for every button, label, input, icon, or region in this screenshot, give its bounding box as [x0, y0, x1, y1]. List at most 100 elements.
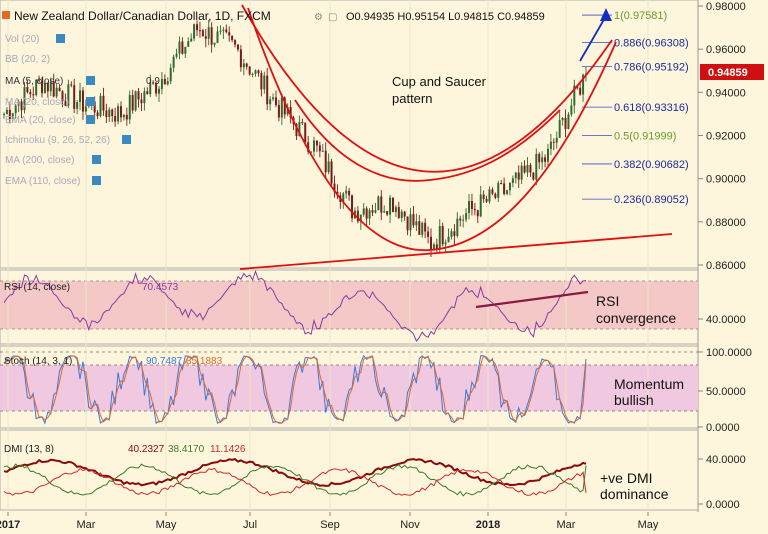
legend-ema110[interactable]: EMA (110, close) — [5, 176, 80, 187]
candle-body — [222, 29, 225, 31]
dmi-panel[interactable] — [0, 429, 699, 511]
candle-body — [137, 91, 140, 100]
fib-label: 1(0.97581) — [614, 10, 667, 22]
candle-body — [46, 82, 49, 92]
collapse-icon[interactable] — [2, 11, 10, 19]
settings-gear-icon[interactable]: ⚙ — [314, 12, 323, 23]
candle-body — [198, 30, 201, 32]
candle-body — [400, 211, 403, 218]
indicator-tick-label: 40.0000 — [706, 314, 746, 326]
candle-body — [541, 157, 544, 163]
candle-body — [41, 80, 44, 94]
candle-body — [210, 27, 213, 45]
candle-body — [216, 31, 219, 43]
candle-body — [368, 210, 371, 219]
candle-body — [93, 101, 96, 113]
indicator-tick-label: 100.0000 — [706, 347, 752, 359]
candle-body — [441, 226, 444, 245]
price-tick-label: 0.94000 — [706, 87, 746, 99]
candle-body — [403, 211, 406, 217]
candle-body — [421, 222, 424, 235]
candle-body — [488, 189, 491, 202]
candle-body — [146, 91, 149, 95]
eye-icon[interactable] — [92, 155, 101, 164]
candle-body — [377, 196, 380, 211]
candle-body — [529, 164, 532, 173]
eye-icon[interactable] — [86, 76, 95, 85]
candle-body — [532, 172, 535, 180]
legend-dmi-adx: 40.2327 — [128, 444, 165, 455]
candle-body — [412, 214, 415, 226]
candle-body — [239, 49, 242, 68]
price-panel[interactable] — [0, 0, 699, 269]
candle-body — [511, 178, 514, 183]
eye-icon[interactable] — [86, 115, 95, 124]
candle-body — [330, 161, 333, 184]
price-scale[interactable] — [698, 0, 768, 534]
candle-body — [55, 87, 58, 97]
stoch-lines — [3, 354, 587, 425]
stoch-band — [0, 365, 698, 411]
candle-body — [318, 145, 321, 152]
legend-rsi[interactable]: RSI (14, close) — [4, 282, 70, 293]
legend-ma20[interactable]: MA (20, close) — [5, 97, 69, 108]
candle-body — [193, 24, 196, 39]
candle-body — [552, 141, 555, 143]
eye-icon[interactable] — [86, 97, 95, 106]
candle-body — [371, 210, 374, 213]
legend-dmi[interactable]: DMI (13, 8) — [4, 444, 54, 455]
candle-body — [190, 38, 193, 42]
legend-ema20[interactable]: EMA (20, close) — [5, 115, 76, 126]
candle-body — [280, 97, 283, 118]
legend-ichimoku[interactable]: Ichimoku (9, 26, 52, 26) — [5, 135, 110, 146]
dmi-lines — [3, 458, 587, 497]
candle-body — [14, 105, 17, 114]
candle-body — [450, 231, 453, 237]
candle-body — [424, 222, 427, 232]
symbol-title[interactable]: New Zealand Dollar/Canadian Dollar, 1D, … — [14, 9, 271, 23]
candle-body — [175, 53, 178, 57]
legend-ma200[interactable]: MA (200, close) — [5, 155, 74, 166]
candle-body — [79, 90, 82, 103]
candle-body — [380, 196, 383, 213]
candle-body — [508, 182, 511, 191]
eye-icon[interactable] — [92, 176, 101, 185]
candle-body — [242, 63, 245, 68]
rsi-convergence-line — [475, 290, 589, 309]
eye-icon[interactable] — [122, 135, 131, 144]
time-scale[interactable] — [0, 512, 698, 534]
candle-body — [444, 242, 447, 245]
candle-body — [143, 91, 146, 104]
candle-body — [567, 114, 570, 129]
legend-dmi-minus: 11.1426 — [210, 444, 246, 455]
candle-body — [409, 214, 412, 231]
candle-body — [394, 207, 397, 213]
candle-body — [108, 109, 111, 117]
legend-bb[interactable]: BB (20, 2) — [5, 54, 50, 65]
candle-body — [315, 140, 318, 146]
legend-stoch[interactable]: Stoch (14, 3, 1) — [4, 356, 72, 367]
candle-body — [494, 193, 497, 198]
legend-stoch-d: 85.1883 — [186, 356, 223, 367]
candle-body — [277, 105, 280, 118]
dmi-minus-series — [3, 467, 587, 496]
candle-body — [155, 82, 158, 94]
candle-body — [523, 165, 526, 173]
indicator-tick-label: 50.0000 — [706, 386, 746, 398]
candle-body — [38, 79, 41, 81]
rsi-band — [0, 281, 698, 329]
eye-icon[interactable] — [56, 34, 65, 43]
format-icon[interactable]: ▢ — [328, 12, 337, 23]
candle-body — [245, 63, 248, 67]
candle-body — [122, 114, 125, 118]
price-tick-label: 0.86000 — [706, 260, 746, 272]
candle-body — [119, 106, 122, 118]
candle-body — [506, 190, 509, 195]
fib-label: 0.236(0.89052) — [614, 194, 689, 206]
legend-vol[interactable]: Vol (20) — [5, 34, 39, 45]
candle-body — [181, 41, 184, 54]
ohlc-values: O0.94935 H0.95154 L0.94815 C0.94859 — [346, 11, 545, 23]
legend-ma5[interactable]: MA (5, close) — [5, 76, 63, 87]
